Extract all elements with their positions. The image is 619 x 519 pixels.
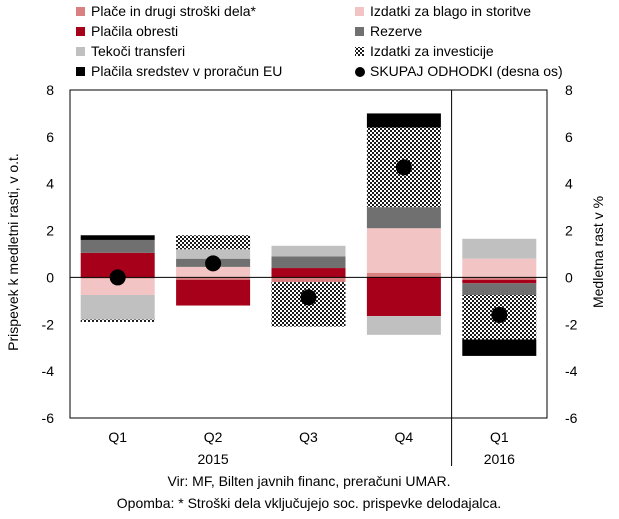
bar-segment [176, 279, 251, 306]
bar-segment [271, 245, 346, 257]
legend-swatch [76, 7, 85, 16]
x-tick-label: Q1 [108, 429, 127, 445]
bar-segment [462, 238, 537, 259]
legend-label: Plače in drugi stroški dela* [91, 3, 257, 19]
legend: Plače in drugi stroški dela* Izdatki za b… [76, 3, 563, 79]
bar-segment [80, 278, 155, 295]
bar-segment [271, 268, 346, 278]
bar-segment [80, 319, 155, 322]
plot-area [80, 113, 537, 356]
bar-segment [366, 207, 441, 229]
bar-segment [366, 272, 441, 278]
y-axis-title-right: Medletna rast v % [590, 196, 606, 308]
legend-label: Tekoči transferi [91, 43, 185, 59]
y-tick-label-left: 4 [46, 176, 54, 192]
footnote: Opomba: * Stroški dela vključujejo soc. … [117, 495, 501, 511]
bar-segment [462, 277, 537, 280]
x-tick-label: Q2 [204, 429, 223, 445]
bar-segment [271, 277, 346, 283]
legend-label: Rezerve [370, 23, 422, 39]
bar-segment [80, 235, 155, 240]
legend-swatch [76, 27, 85, 36]
x-tick-label: Q4 [395, 429, 414, 445]
legend-swatch [76, 47, 85, 56]
total-marker [300, 289, 317, 306]
bar-segment [176, 249, 251, 259]
bar-segment [176, 266, 251, 278]
legend-swatch [76, 67, 85, 76]
bar-segment [462, 258, 537, 278]
bar-segment [176, 277, 251, 280]
bar-segment [462, 339, 537, 356]
y-tick-label-left: 8 [46, 82, 54, 98]
y-tick-label-right: 4 [565, 176, 573, 192]
legend-marker [355, 67, 365, 77]
bar-segment [80, 295, 155, 320]
bar-segment [176, 235, 251, 250]
bar-segment [366, 316, 441, 335]
legend-label: Plačila sredstev v proračun EU [91, 63, 282, 79]
x-tick-label: Q1 [490, 429, 509, 445]
y-tick-label-right: -6 [565, 410, 578, 426]
plot-frame [69, 89, 548, 419]
year-label: 2015 [198, 451, 229, 467]
bar-segment [80, 239, 155, 253]
y-tick-label-left: 6 [46, 129, 54, 145]
y-axis-title-left: Prispevek k medletni rasti, v o.t. [5, 153, 21, 351]
y-tick-label-right: 8 [565, 82, 573, 98]
legend-swatch [355, 27, 364, 36]
total-marker [491, 306, 508, 323]
y-tick-label-right: -4 [565, 363, 578, 379]
bar-segment [271, 256, 346, 269]
total-marker [205, 255, 222, 272]
bar-segment [462, 279, 537, 284]
total-marker [395, 159, 412, 176]
legend-swatch [355, 47, 364, 56]
y-tick-label-left: -4 [42, 363, 55, 379]
bar-segment [462, 283, 537, 295]
axes: -6 -6 -4 -4 -2 -2 0 0 2 2 4 4 6 6 8 8 Q1 Q2 Q3 Q4 Q1 2015 2016 [42, 82, 578, 467]
bar-segment [366, 228, 441, 273]
source-note: Vir: MF, Bilten javnih financ, preračuni… [168, 473, 451, 489]
y-tick-label-right: 2 [565, 223, 573, 239]
y-tick-label-left: 2 [46, 223, 54, 239]
y-tick-label-left: 0 [46, 269, 54, 285]
year-label: 2016 [484, 451, 515, 467]
bar-segment [366, 113, 441, 128]
legend-label: Izdatki za blago in storitve [370, 3, 531, 19]
legend-swatch [355, 7, 364, 16]
bar-segment [366, 277, 441, 317]
y-tick-label-right: -2 [565, 316, 578, 332]
y-tick-label-left: -2 [42, 316, 55, 332]
legend-label: Plačila obresti [91, 23, 178, 39]
y-tick-label-right: 6 [565, 129, 573, 145]
y-tick-label-left: -6 [42, 410, 55, 426]
y-tick-label-right: 0 [565, 269, 573, 285]
x-tick-label: Q3 [299, 429, 318, 445]
legend-label: Izdatki za investicije [370, 43, 494, 59]
legend-label: SKUPAJ ODHODKI (desna os) [370, 63, 563, 79]
